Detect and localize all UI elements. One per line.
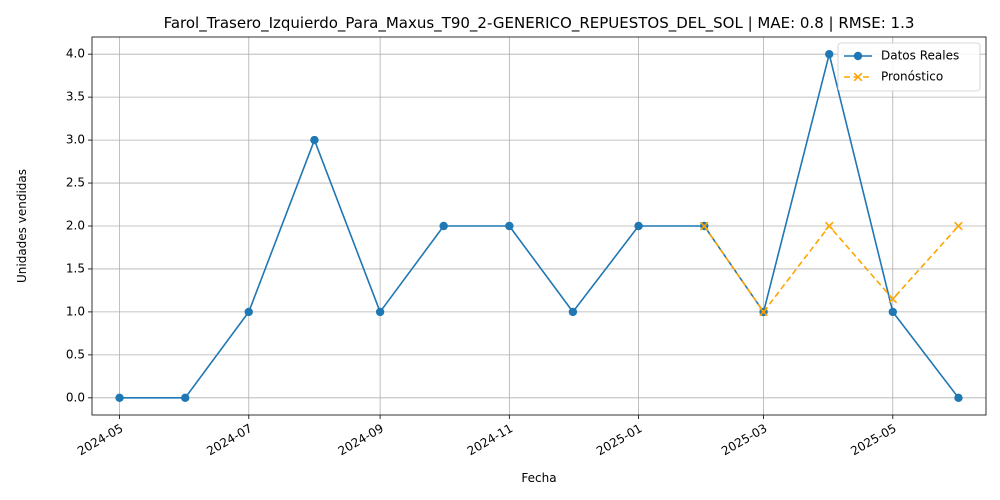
- y-tick-label: 4.0: [66, 47, 85, 61]
- data-point: [888, 294, 898, 304]
- legend-marker: [853, 51, 863, 61]
- y-tick-label: 3.0: [66, 133, 85, 147]
- x-marker-stroke: [824, 221, 834, 231]
- data-point: [115, 393, 124, 403]
- series-forecast: [699, 221, 963, 317]
- grid: [92, 37, 986, 415]
- data-point: [310, 135, 319, 145]
- data-point: [759, 307, 768, 317]
- x-marker-stroke: [853, 72, 863, 82]
- data-point: [244, 307, 253, 317]
- x-marker-stroke: [954, 221, 963, 231]
- data-point: [375, 307, 385, 317]
- y-axis: 0.0 0.5 1.0 1.5 2.0 2.5 3.0 3.5 4.0: [66, 47, 92, 404]
- chart-title: Farol_Trasero_Izquierdo_Para_Maxus_T90_2…: [164, 14, 915, 33]
- legend: Datos Reales Pronóstico: [837, 42, 981, 92]
- data-point: [954, 393, 963, 403]
- data-point: [568, 307, 578, 317]
- data-point: [824, 221, 834, 231]
- x-axis-title: Fecha: [521, 471, 556, 485]
- series-line: [119, 53, 960, 399]
- data-point: [634, 221, 643, 231]
- y-tick-label: 3.5: [66, 90, 85, 104]
- x-marker-stroke: [699, 221, 709, 231]
- data-point: [439, 221, 448, 231]
- y-tick-label: 1.5: [66, 261, 85, 275]
- legend-marker: [853, 72, 863, 82]
- x-marker-stroke: [888, 294, 898, 304]
- legend-item: Datos Reales: [844, 49, 959, 63]
- legend-label: Pronóstico: [881, 70, 943, 84]
- data-point: [699, 221, 709, 231]
- data-point: [505, 221, 514, 231]
- data-point: [181, 393, 190, 403]
- data-point: [888, 307, 897, 317]
- y-tick-label: 0.5: [66, 347, 85, 361]
- data-point: [825, 49, 834, 59]
- x-marker-stroke: [759, 307, 768, 317]
- y-tick-label: 2.5: [66, 176, 85, 190]
- legend-box: [837, 42, 981, 92]
- data-point: [954, 221, 963, 231]
- legend-item: Pronóstico: [844, 70, 943, 84]
- y-tick-label: 1.0: [66, 304, 85, 318]
- legend-label: Datos Reales: [881, 49, 959, 63]
- y-axis-title: Unidades vendidas: [15, 169, 29, 283]
- y-tick-label: 2.0: [66, 219, 85, 233]
- series-layer: [115, 49, 963, 403]
- y-tick-label: 0.0: [66, 390, 85, 404]
